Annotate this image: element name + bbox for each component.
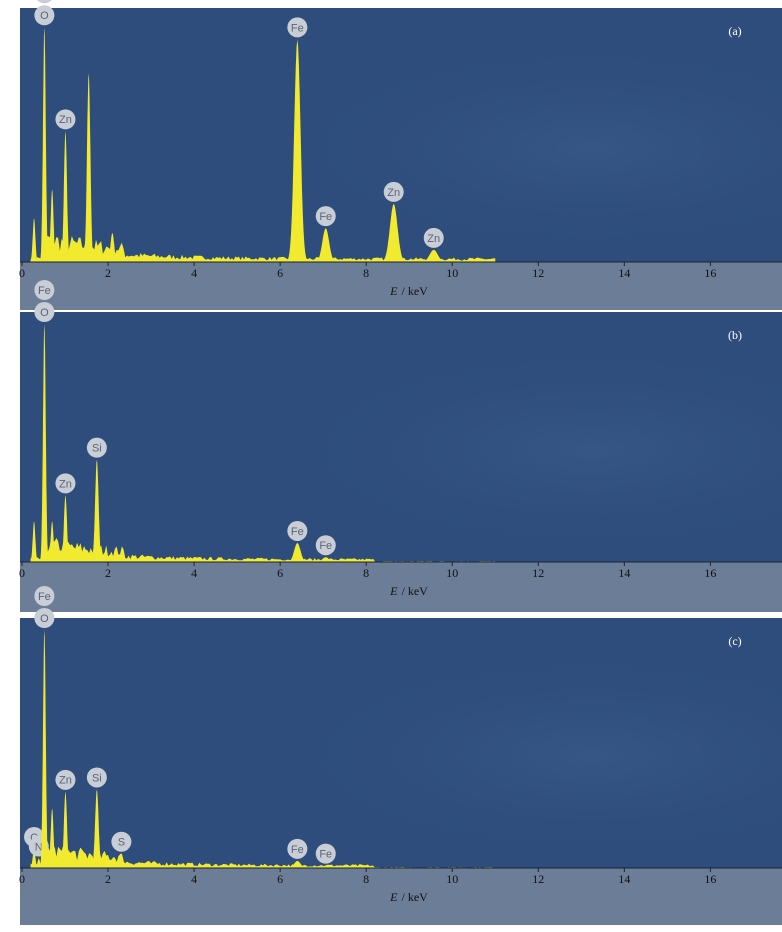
plot-sheen [20,312,782,562]
peak-label: Fe [319,849,332,861]
x-tick-label: 16 [704,266,716,280]
x-axis-symbol: E [389,584,398,598]
peak-label: Fe [291,844,304,856]
x-tick-label: 16 [704,566,716,580]
peak-label: O [40,10,49,22]
panel-label: (c) [728,634,741,648]
x-tick-label: 2 [105,266,111,280]
x-tick-label: 0 [19,266,25,280]
panel-label: (b) [728,328,742,342]
peak-label: O [40,613,49,625]
peak-label: Fe [319,540,332,552]
peak-label: Zn [387,187,400,199]
peak-label: Fe [38,591,51,603]
peak-label: Zn [59,114,72,126]
x-axis-unit: / keV [402,890,429,904]
x-tick-label: 4 [191,566,197,580]
x-axis-symbol: E [389,890,398,904]
x-tick-label: 2 [105,872,111,886]
x-tick-label: 14 [618,566,630,580]
peak-label: O [40,307,49,319]
x-tick-label: 12 [532,872,544,886]
peak-label: Zn [59,775,72,787]
peak-label: Fe [319,211,332,223]
x-tick-label: 14 [618,872,630,886]
x-tick-label: 10 [446,872,458,886]
x-tick-label: 0 [19,872,25,886]
peak-label: Si [92,443,102,455]
x-axis-symbol: E [389,284,398,298]
plot-sheen [20,8,782,262]
peak-label: S [118,837,125,849]
peak-label: Si [92,772,102,784]
peak-label: Fe [291,22,304,34]
peak-label: Zn [427,233,440,245]
spectrum-panel: O Fe Zn Fe Fe Zn Zn 0 2 4 6 8 10 12 14 16 E / keV (a) [19,0,782,310]
x-tick-label: 6 [277,872,283,886]
peak-label-badge [34,0,54,3]
plot-sheen [20,618,782,868]
x-tick-label: 10 [446,266,458,280]
x-tick-label: 6 [277,266,283,280]
peak-label: Fe [38,285,51,297]
x-tick-label: 0 [19,566,25,580]
x-tick-label: 8 [363,266,369,280]
x-tick-label: 8 [363,566,369,580]
panel-label: (a) [728,24,741,38]
x-tick-label: 6 [277,566,283,580]
x-tick-label: 16 [704,872,716,886]
peak-label: Fe [291,526,304,538]
peak-label: Zn [59,478,72,490]
x-axis-unit: / keV [402,584,429,598]
x-tick-label: 4 [191,266,197,280]
x-axis-label: E / keV [389,584,428,598]
x-tick-label: 8 [363,872,369,886]
x-tick-label: 12 [532,566,544,580]
x-axis-unit: / keV [402,284,429,298]
spectrum-panel: CNOFeZnSiSFeFe0246810121416E/ keV(c) [19,586,782,925]
x-tick-label: 4 [191,872,197,886]
x-tick-label: 12 [532,266,544,280]
x-axis-label: E / keV [389,890,428,904]
x-axis-label: E / keV [389,284,428,298]
x-tick-label: 2 [105,566,111,580]
x-tick-label: 10 [446,566,458,580]
x-tick-label: 14 [618,266,630,280]
spectrum-panel: O Fe Zn Si Fe Fe 0 2 4 6 8 10 12 14 16 E / keV (b) [19,280,782,612]
